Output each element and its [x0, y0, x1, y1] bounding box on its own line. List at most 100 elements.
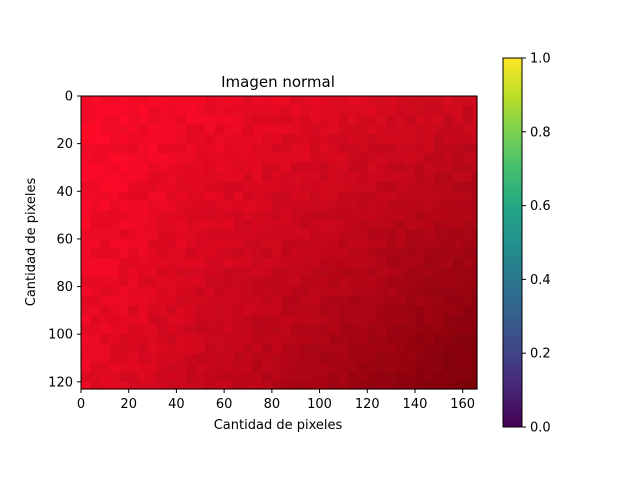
- image-pixel-block: [252, 296, 263, 307]
- image-pixel-block: [119, 115, 130, 126]
- image-pixel-block: [367, 343, 378, 354]
- image-pixel-block: [205, 315, 216, 326]
- image-pixel-block: [348, 315, 359, 326]
- image-pixel-block: [434, 115, 445, 126]
- image-pixel-block: [138, 353, 149, 364]
- image-pixel-block: [166, 162, 178, 173]
- image-pixel-block: [434, 143, 445, 154]
- image-pixel-block: [233, 248, 244, 259]
- image-pixel-block: [147, 257, 158, 269]
- image-pixel-block: [252, 257, 263, 269]
- image-pixel-block: [434, 229, 445, 240]
- image-pixel-block: [405, 296, 416, 307]
- image-pixel-block: [376, 334, 387, 345]
- image-pixel-block: [290, 96, 302, 107]
- image-pixel-block: [243, 372, 254, 383]
- image-pixel-block: [376, 286, 387, 297]
- colorbar-tick-label: 0.0: [530, 421, 551, 436]
- image-pixel-block: [453, 286, 464, 297]
- image-pixel-block: [348, 134, 359, 145]
- image-pixel-block: [157, 248, 168, 259]
- image-pixel-block: [271, 248, 282, 259]
- image-pixel-block: [405, 334, 416, 345]
- image-pixel-block: [443, 124, 454, 135]
- image-pixel-block: [348, 200, 359, 211]
- image-pixel-block: [109, 305, 120, 316]
- image-pixel-block: [414, 343, 426, 354]
- image-pixel-block: [462, 219, 473, 230]
- image-pixel-block: [119, 143, 130, 154]
- image-pixel-block: [443, 210, 454, 221]
- image-pixel-block: [185, 105, 197, 116]
- image-pixel-block: [395, 229, 407, 240]
- image-pixel-block: [205, 219, 216, 230]
- image-pixel-block: [262, 286, 273, 297]
- image-pixel-block: [100, 229, 111, 240]
- image-pixel-block: [195, 324, 206, 335]
- image-pixel-block: [338, 172, 349, 183]
- image-pixel-block: [119, 248, 130, 259]
- image-pixel-block: [462, 191, 473, 202]
- image-pixel-block: [224, 219, 235, 230]
- image-pixel-block: [176, 200, 187, 211]
- image-pixel-block: [443, 381, 454, 390]
- image-pixel-block: [81, 162, 92, 173]
- image-pixel-block: [395, 381, 407, 390]
- image-pixel-block: [357, 372, 368, 383]
- image-pixel-block: [166, 96, 178, 107]
- image-pixel-block: [300, 315, 311, 326]
- image-pixel-block: [414, 362, 426, 373]
- image-pixel-block: [90, 362, 101, 373]
- image-pixel-block: [119, 229, 130, 240]
- image-pixel-block: [424, 134, 435, 145]
- image-pixel-block: [271, 219, 282, 230]
- image-pixel-block: [472, 162, 478, 173]
- image-pixel-block: [367, 181, 378, 192]
- image-pixel-block: [100, 277, 111, 288]
- image-pixel-block: [233, 267, 244, 278]
- image-pixel-block: [176, 96, 187, 107]
- image-pixel-block: [109, 277, 120, 288]
- image-pixel-block: [386, 143, 397, 154]
- image-pixel-block: [185, 134, 197, 145]
- image-pixel-block: [185, 115, 197, 126]
- image-pixel-block: [252, 362, 263, 373]
- image-pixel-block: [138, 229, 149, 240]
- image-pixel-block: [271, 286, 282, 297]
- image-pixel-block: [262, 153, 273, 164]
- image-pixel-block: [348, 372, 359, 383]
- image-pixel-block: [176, 191, 187, 202]
- image-pixel-block: [224, 200, 235, 211]
- image-pixel-block: [338, 96, 349, 107]
- image-pixel-block: [119, 105, 130, 116]
- image-pixel-block: [472, 334, 478, 345]
- x-axis-label: Cantidad de pixeles: [214, 418, 343, 433]
- image-pixel-block: [147, 381, 158, 390]
- image-pixel-block: [367, 219, 378, 230]
- image-pixel-block: [252, 210, 263, 221]
- image-pixel-block: [453, 267, 464, 278]
- image-pixel-block: [443, 334, 454, 345]
- x-tick-label: 80: [264, 397, 281, 412]
- image-pixel-block: [214, 286, 225, 297]
- image-pixel-block: [157, 305, 168, 316]
- x-tick-label: 120: [355, 397, 380, 412]
- image-pixel-block: [329, 143, 340, 154]
- image-pixel-block: [310, 238, 321, 250]
- image-pixel-block: [300, 153, 311, 164]
- image-pixel-block: [405, 286, 416, 297]
- image-pixel-block: [119, 362, 130, 373]
- image-pixel-block: [319, 238, 330, 250]
- image-pixel-block: [386, 305, 397, 316]
- image-pixel-block: [367, 257, 378, 269]
- image-pixel-block: [443, 296, 454, 307]
- image-pixel-block: [443, 219, 454, 230]
- image-pixel-block: [395, 296, 407, 307]
- image-pixel-block: [357, 334, 368, 345]
- image-pixel-block: [271, 315, 282, 326]
- image-pixel-block: [357, 267, 368, 278]
- image-pixel-block: [252, 315, 263, 326]
- image-pixel-block: [252, 353, 263, 364]
- image-pixel-block: [138, 267, 149, 278]
- image-pixel-block: [252, 124, 263, 135]
